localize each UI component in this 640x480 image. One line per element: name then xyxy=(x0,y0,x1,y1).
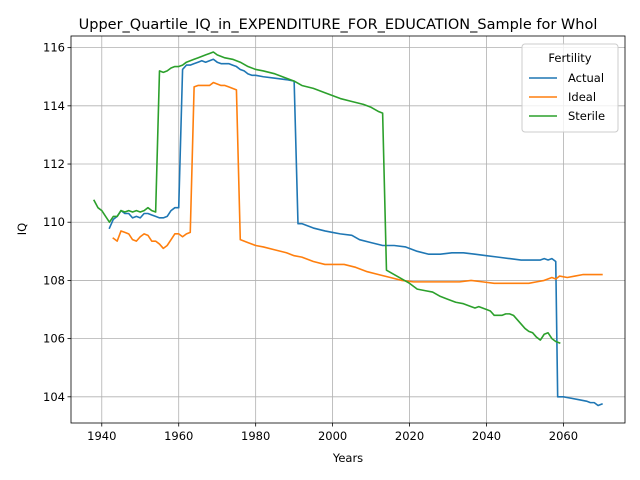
y-tick-label: 114 xyxy=(43,99,65,113)
y-tick-label: 108 xyxy=(43,273,65,287)
y-axis-label: IQ xyxy=(15,223,29,235)
x-tick-label: 2000 xyxy=(318,429,347,443)
x-tick-label: 1960 xyxy=(164,429,193,443)
y-tick-label: 104 xyxy=(43,390,65,404)
y-tick-label: 110 xyxy=(43,215,65,229)
series-line-actual xyxy=(108,58,603,407)
x-tick-label: 2020 xyxy=(395,429,424,443)
legend-label-actual: Actual xyxy=(568,71,604,85)
legend: Fertility Actual Ideal Sterile xyxy=(521,43,619,133)
x-tick-label: 1980 xyxy=(241,429,270,443)
plot-frame xyxy=(70,35,626,424)
x-tick-label: 2060 xyxy=(549,429,578,443)
legend-label-ideal: Ideal xyxy=(568,90,596,104)
x-axis-label: Years xyxy=(332,451,363,465)
y-tick-label: 112 xyxy=(43,157,65,171)
legend-entries: Actual Ideal Sterile xyxy=(529,71,605,123)
series-line-sterile xyxy=(92,51,561,345)
legend-title: Fertility xyxy=(548,51,591,65)
chart-title: Upper_Quartile_IQ_in_EXPENDITURE_FOR_EDU… xyxy=(79,17,598,33)
series-line-ideal xyxy=(112,81,603,285)
legend-box xyxy=(521,43,619,133)
y-axis-ticks: 104 106 108 110 112 114 116 xyxy=(43,41,71,404)
x-tick-label: 2040 xyxy=(472,429,501,443)
y-tick-label: 116 xyxy=(43,41,65,55)
legend-label-sterile: Sterile xyxy=(568,109,605,123)
series-lines xyxy=(92,51,603,407)
x-tick-label: 1940 xyxy=(87,429,116,443)
x-axis-ticks: 1940 1960 1980 2000 2020 2040 2060 xyxy=(87,423,578,443)
y-tick-label: 106 xyxy=(43,332,65,346)
